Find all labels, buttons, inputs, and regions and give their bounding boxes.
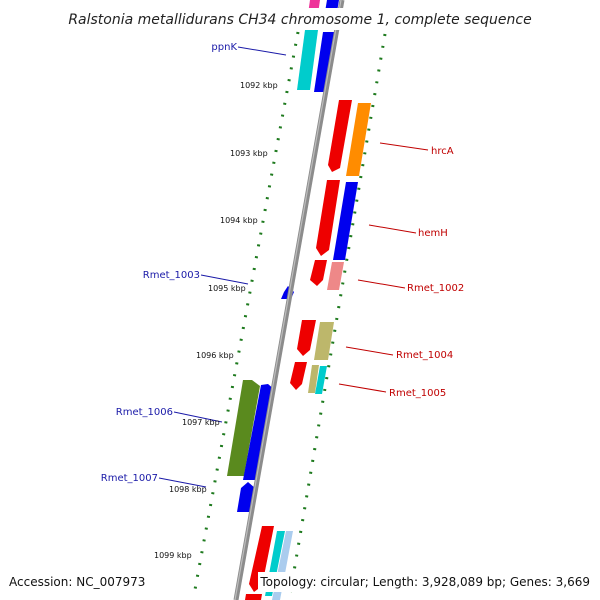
Rmet_1003-leader-line (200, 274, 249, 285)
gene-bar-reverse-red[interactable] (316, 180, 340, 256)
kbp-label: 1094 kbp (220, 216, 258, 225)
kbp-label: 1093 kbp (230, 149, 268, 158)
Rmet_1004-leader-line (345, 346, 394, 356)
kbp-label: 1099 kbp (154, 551, 192, 560)
hemH-leader-line (368, 224, 417, 234)
accession-text: Accession: NC_007973 (9, 575, 145, 589)
kbp-labels: 1092 kbp 1093 kbp 1094 kbp 1095 kbp 1096… (154, 81, 278, 560)
footer-backdrop-left (6, 572, 146, 592)
gene-bar-reverse-red[interactable] (310, 260, 327, 286)
kbp-label: 1097 kbp (182, 418, 220, 427)
chromosome-backbone-highlight (234, 0, 342, 600)
gene-label-hemH[interactable]: hemH (418, 228, 448, 239)
title-backdrop (72, 8, 528, 30)
map-title: Ralstonia metallidurans CH34 chromosome … (68, 12, 531, 28)
gene-bar-forward-green[interactable] (227, 380, 260, 476)
Rmet_1007-leader-line (158, 477, 207, 488)
gene-bar-reverse-red[interactable] (245, 594, 262, 600)
forward-genes (227, 0, 339, 600)
gene-label-Rmet_1006[interactable]: Rmet_1006 (116, 407, 173, 418)
leader-lines (158, 46, 429, 488)
kbp-label: 1092 kbp (240, 81, 278, 90)
gene-bar-reverse-cyan[interactable] (315, 366, 327, 394)
gene-bar-reverse-red[interactable] (290, 362, 307, 390)
kbp-label: 1098 kbp (169, 485, 207, 494)
gene-bar-forward-blue[interactable] (314, 32, 335, 92)
gene-label-Rmet_1002[interactable]: Rmet_1002 (407, 283, 464, 294)
hrcA-leader-line (379, 142, 429, 151)
Rmet_1006-leader-line (173, 411, 223, 423)
gene-bar-forward-blue[interactable] (243, 384, 275, 480)
gene-label-Rmet_1003[interactable]: Rmet_1003 (143, 270, 200, 281)
gene-bar-reverse-khaki[interactable] (314, 322, 334, 360)
kbp-label: 1095 kbp (208, 284, 246, 293)
kbp-label: 1096 kbp (196, 351, 234, 360)
gene-bar-reverse-red[interactable] (249, 526, 274, 592)
gene-bar-forward-cyan[interactable] (297, 30, 318, 90)
gene-bar-reverse-salmon[interactable] (327, 262, 344, 290)
gene-label-Rmet_1007[interactable]: Rmet_1007 (101, 473, 158, 484)
gene-bar-reverse-blue[interactable] (333, 182, 358, 260)
summary-text: Topology: circular; Length: 3,928,089 bp… (259, 575, 590, 589)
gene-bar-reverse-red[interactable] (328, 100, 352, 172)
chromosome-backbone (233, 0, 345, 600)
gene-label-ppnK[interactable]: ppnK (211, 42, 237, 53)
ppnK-leader-line (237, 46, 287, 56)
gene-labels: ppnK Rmet_1003 Rmet_1006 Rmet_1007 hrcA … (101, 42, 464, 484)
gene-bar-reverse-orange[interactable] (346, 103, 371, 176)
reverse-genes (245, 100, 371, 600)
Rmet_1005-leader-line (338, 383, 387, 393)
Rmet_1002-leader-line (357, 279, 406, 289)
gene-bar-reverse-khaki[interactable] (308, 365, 319, 393)
footer-backdrop-right (258, 572, 592, 592)
gene-label-Rmet_1004[interactable]: Rmet_1004 (396, 350, 453, 361)
gene-bar-reverse-red[interactable] (297, 320, 316, 356)
gene-label-hrcA[interactable]: hrcA (431, 146, 454, 157)
gene-label-Rmet_1005[interactable]: Rmet_1005 (389, 388, 446, 399)
